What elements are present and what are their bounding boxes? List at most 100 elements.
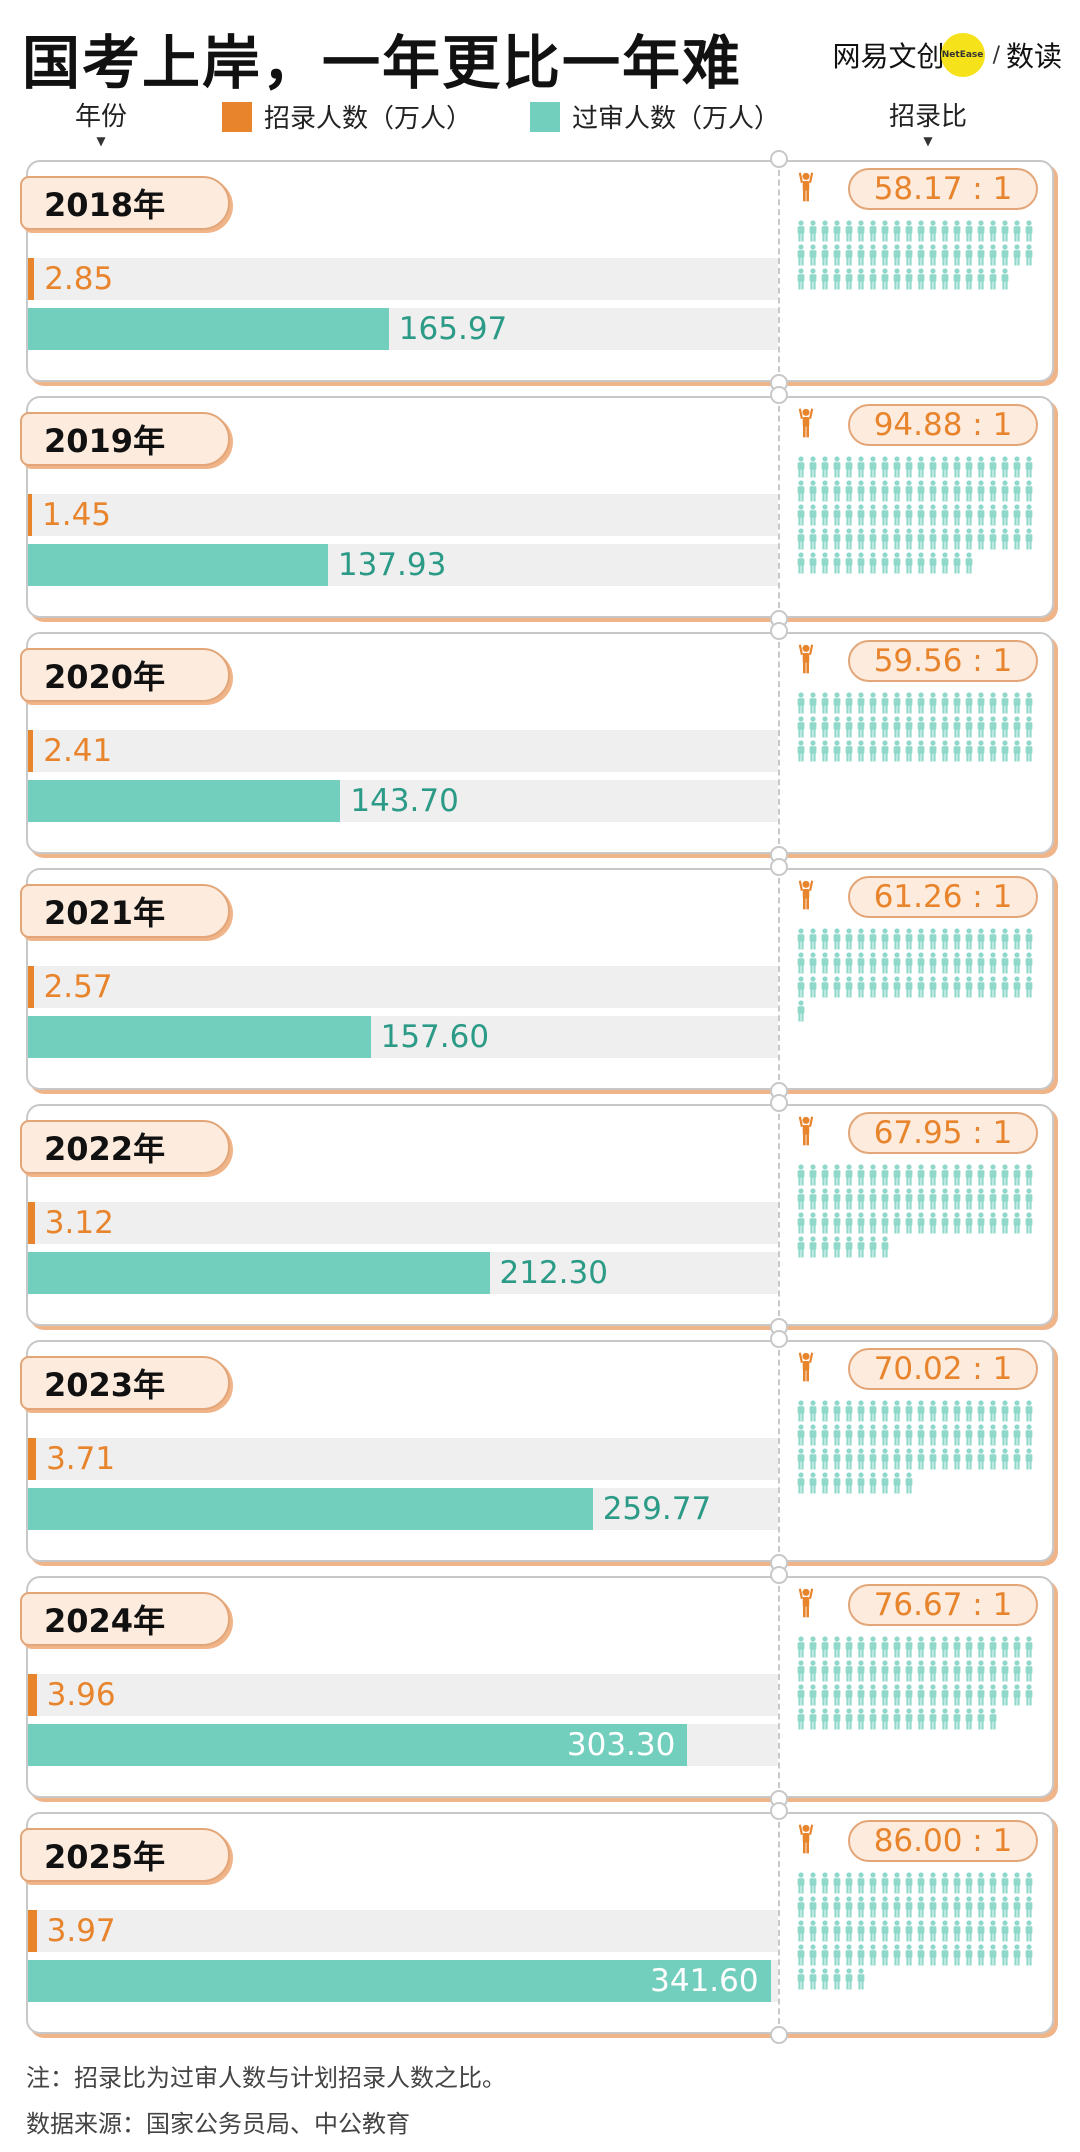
person-icon xyxy=(940,976,950,1002)
person-icon xyxy=(844,504,854,530)
person-icon xyxy=(1000,504,1010,530)
person-icon xyxy=(1012,1448,1022,1474)
person-icon xyxy=(832,692,842,718)
person-icon xyxy=(1000,1448,1010,1474)
person-icon xyxy=(832,552,842,578)
person-icon xyxy=(832,1660,842,1686)
person-icon xyxy=(928,1660,938,1686)
ratio-value: 86.00 : 1 xyxy=(848,1820,1038,1862)
person-icon xyxy=(820,456,830,482)
person-icon xyxy=(952,952,962,978)
brand-logo: 网易文创 NetEase / 数读 xyxy=(833,30,1062,80)
person-icon xyxy=(940,716,950,742)
person-icon xyxy=(820,1424,830,1450)
person-icon xyxy=(964,716,974,742)
person-icon xyxy=(1012,504,1022,530)
bar-hires xyxy=(28,1910,37,1952)
person-icon xyxy=(856,1212,866,1238)
person-icon xyxy=(796,1236,806,1262)
bar-applicants xyxy=(28,1724,688,1766)
person-icon xyxy=(856,692,866,718)
down-arrow-icon: ▼ xyxy=(96,134,106,148)
person-icon xyxy=(808,1472,818,1498)
person-icon xyxy=(892,1872,902,1898)
person-icon xyxy=(856,1400,866,1426)
person-icon xyxy=(808,1424,818,1450)
person-icon xyxy=(1024,244,1034,270)
person-icon xyxy=(796,1400,806,1426)
person-icon xyxy=(1024,716,1034,742)
person-icon xyxy=(892,504,902,530)
person-icon xyxy=(880,1684,890,1710)
person-icon xyxy=(916,1920,926,1946)
person-icon xyxy=(832,456,842,482)
person-icon xyxy=(832,1920,842,1946)
data-label-applicants: 259.77 xyxy=(602,1491,712,1527)
person-icon xyxy=(808,1896,818,1922)
person-icon xyxy=(796,928,806,954)
person-icon xyxy=(976,1400,986,1426)
year-label: 2023年 xyxy=(20,1356,230,1410)
person-icon xyxy=(868,244,878,270)
person-icon xyxy=(964,1872,974,1898)
person-icon xyxy=(916,552,926,578)
person-icon xyxy=(820,1236,830,1262)
data-label-applicants: 137.93 xyxy=(337,547,447,583)
person-icon xyxy=(976,1896,986,1922)
person-icon xyxy=(880,1164,890,1190)
person-icon xyxy=(964,1448,974,1474)
person-icon xyxy=(940,504,950,530)
person-icon xyxy=(964,1164,974,1190)
bar-applicants xyxy=(28,1488,593,1530)
person-icon xyxy=(988,1188,998,1214)
person-icon xyxy=(880,552,890,578)
person-icon xyxy=(796,528,806,554)
person-icon xyxy=(796,1944,806,1970)
person-icon xyxy=(880,928,890,954)
person-icon xyxy=(808,1684,818,1710)
person-icon xyxy=(868,1708,878,1734)
bar-hires xyxy=(28,1202,35,1244)
bar-hires xyxy=(28,494,32,536)
person-icon xyxy=(820,1448,830,1474)
person-icon xyxy=(1024,692,1034,718)
person-icon xyxy=(976,1424,986,1450)
person-icon xyxy=(1012,456,1022,482)
person-icon xyxy=(820,1896,830,1922)
person-icon xyxy=(952,716,962,742)
person-icon xyxy=(976,528,986,554)
person-icon xyxy=(976,928,986,954)
person-icon xyxy=(952,1660,962,1686)
person-icon xyxy=(868,1920,878,1946)
person-icon xyxy=(964,952,974,978)
person-icon xyxy=(1024,528,1034,554)
person-icon xyxy=(892,1212,902,1238)
person-icon xyxy=(928,220,938,246)
person-icon xyxy=(928,716,938,742)
person-icon xyxy=(796,1636,806,1662)
person-icon xyxy=(880,456,890,482)
person-icon xyxy=(808,1660,818,1686)
data-source: 数据来源：国家公务员局、中公教育 xyxy=(26,2110,410,2138)
person-icon xyxy=(916,220,926,246)
person-icon xyxy=(904,976,914,1002)
person-icon xyxy=(868,552,878,578)
person-icon xyxy=(940,1636,950,1662)
person-icon xyxy=(820,1708,830,1734)
person-icon xyxy=(1000,1896,1010,1922)
person-icon xyxy=(1024,1636,1034,1662)
ratio-column-label: 招录比 xyxy=(888,102,967,132)
person-icon xyxy=(940,1708,950,1734)
bar-applicants xyxy=(28,308,389,350)
person-icon xyxy=(856,220,866,246)
person-icon xyxy=(952,1448,962,1474)
person-icon xyxy=(808,952,818,978)
person-icon xyxy=(796,976,806,1002)
person-icon xyxy=(880,1424,890,1450)
hire-person-icon xyxy=(798,408,814,442)
person-icon xyxy=(964,928,974,954)
person-icon xyxy=(964,976,974,1002)
person-icon xyxy=(916,1424,926,1450)
person-icon xyxy=(832,1684,842,1710)
person-icon xyxy=(916,268,926,294)
